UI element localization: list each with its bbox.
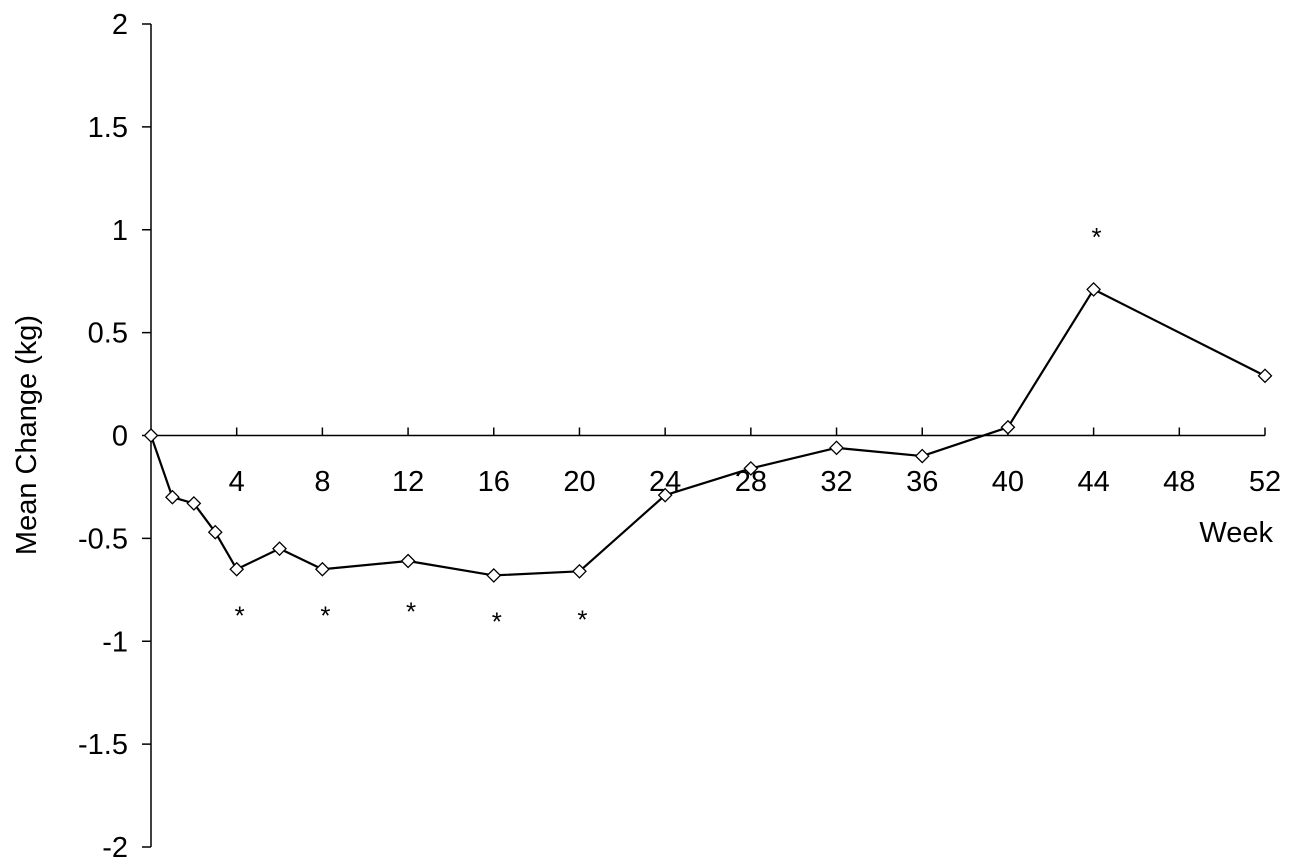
data-point-marker <box>165 489 180 505</box>
significance-asterisk: * <box>320 601 330 631</box>
data-point-marker <box>486 567 502 583</box>
data-point-marker <box>1257 368 1273 384</box>
y-tick-label: 0 <box>112 421 128 453</box>
y-tick-label: -1.5 <box>78 729 128 761</box>
y-tick-label: -2 <box>102 832 128 859</box>
data-point-marker <box>400 553 416 569</box>
data-point-marker <box>1000 419 1016 435</box>
y-tick-label: -1 <box>102 626 128 658</box>
significance-asterisk: * <box>406 596 416 626</box>
series-layer <box>143 281 1273 583</box>
x-tick-label: 8 <box>314 466 330 498</box>
y-tick-label: 2 <box>112 9 128 41</box>
x-axis-label: Week <box>1199 517 1273 549</box>
x-tick-label: 4 <box>229 466 245 498</box>
x-tick-label: 20 <box>563 466 595 498</box>
series-line <box>149 288 1266 577</box>
y-tick-label: 1.5 <box>88 112 128 144</box>
significance-asterisk: * <box>577 605 587 635</box>
data-point-marker <box>314 561 330 577</box>
x-tick-label: 40 <box>992 466 1024 498</box>
data-point-marker <box>914 448 930 464</box>
data-point-marker <box>186 495 202 511</box>
x-tick-label: 44 <box>1077 466 1109 498</box>
y-tick-label: -0.5 <box>78 523 128 555</box>
x-tick-label: 12 <box>392 466 424 498</box>
x-tick-label: 48 <box>1163 466 1195 498</box>
x-tick-label: 16 <box>478 466 510 498</box>
significance-asterisk: * <box>1092 222 1102 252</box>
data-point-marker <box>272 541 287 557</box>
x-tick-label: 52 <box>1249 466 1281 498</box>
data-point-marker <box>1086 281 1102 297</box>
data-point-marker <box>743 461 759 476</box>
significance-asterisk: * <box>492 607 502 637</box>
data-point-marker <box>572 563 587 579</box>
y-tick-label: 0.5 <box>88 318 128 350</box>
x-tick-label: 32 <box>820 466 852 498</box>
data-point-marker <box>207 524 223 540</box>
data-point-marker <box>657 487 673 503</box>
data-point-marker <box>143 428 159 443</box>
y-tick-label: 1 <box>112 215 128 247</box>
data-point-marker <box>829 440 844 456</box>
axes: -2-1.5-1-0.500.511.524 8 12 16 20 24 28 32 36 40 4… <box>78 9 1281 859</box>
significance-asterisk: * <box>235 601 245 631</box>
annotation-layer: * * * * * * <box>235 222 1102 637</box>
y-axis-label: Mean Change (kg) <box>11 315 43 555</box>
x-tick-label: 36 <box>906 466 938 498</box>
data-point-marker <box>229 561 245 577</box>
